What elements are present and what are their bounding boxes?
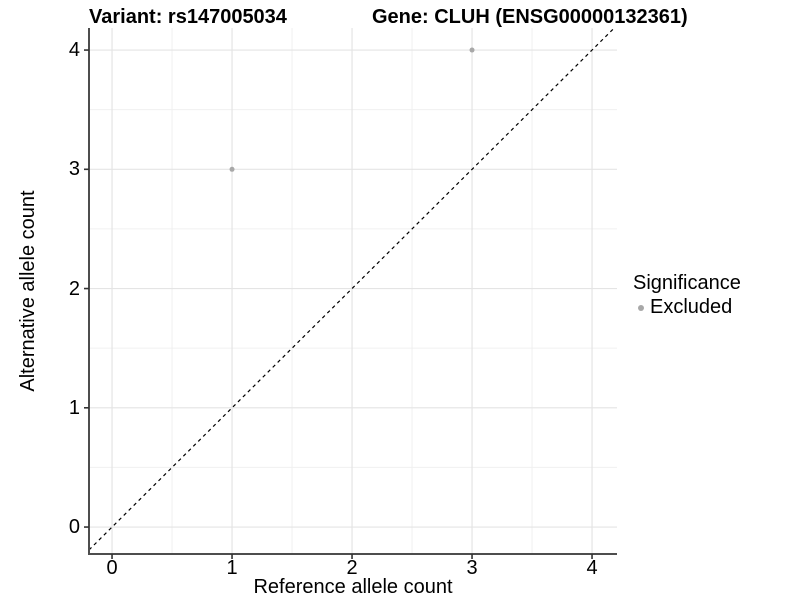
gene-title: Gene: CLUH (ENSG00000132361) <box>372 6 688 28</box>
legend-title: Significance <box>633 272 741 294</box>
legend-item-label: Excluded <box>650 296 733 318</box>
data-point-excluded <box>469 47 475 53</box>
identity-line <box>88 27 615 551</box>
x-tick-label-2: 2 <box>346 557 358 579</box>
y-tick-label-4: 4 <box>68 39 80 62</box>
x-tick-label-1: 1 <box>226 557 238 579</box>
data-point-excluded <box>229 166 235 172</box>
legend: Significance Excluded <box>633 272 793 318</box>
variant-title: Variant: rs147005034 <box>89 6 287 28</box>
x-tick-label-4: 4 <box>586 557 598 579</box>
legend-item-excluded: Excluded <box>633 296 793 318</box>
y-tick-label-0: 0 <box>68 516 80 539</box>
y-axis-title: Alternative allele count <box>17 190 39 392</box>
x-axis-title: Reference allele count <box>253 576 453 598</box>
x-tick-label-0: 0 <box>106 557 118 579</box>
y-tick-label-3: 3 <box>68 158 80 181</box>
y-tick-label-1: 1 <box>68 396 80 419</box>
excluded-point-icon <box>638 305 644 311</box>
x-tick-label-3: 3 <box>466 557 478 579</box>
y-tick-label-2: 2 <box>68 277 80 300</box>
